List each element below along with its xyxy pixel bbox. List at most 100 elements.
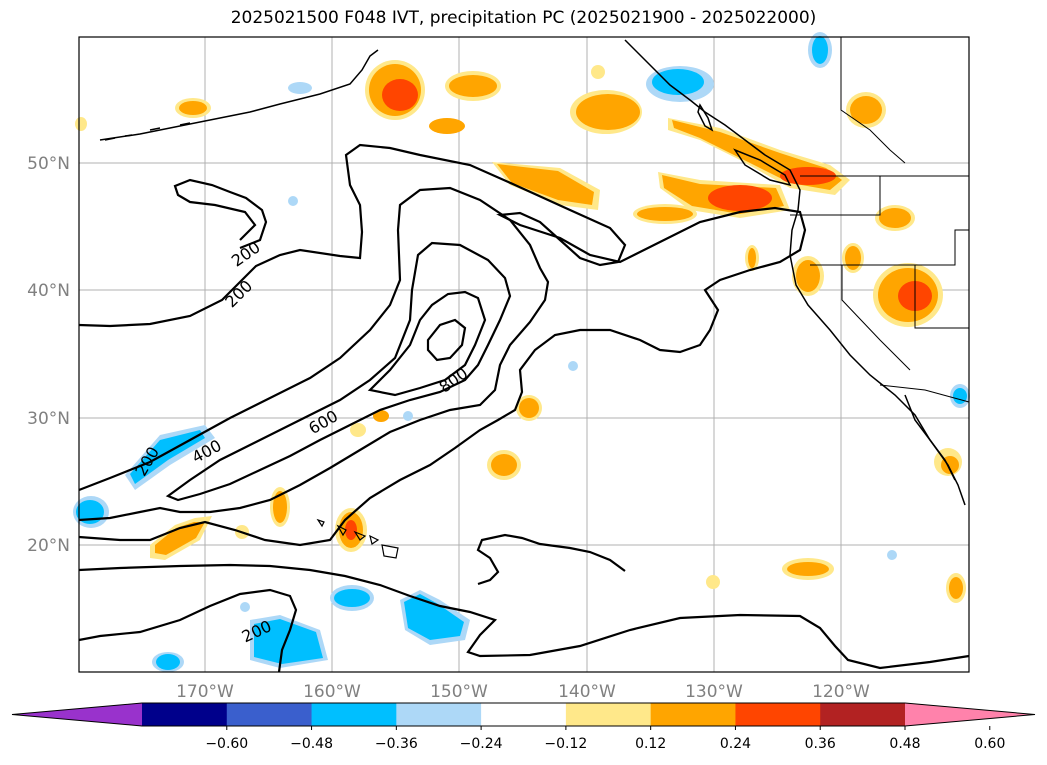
colorbar-outline [11, 702, 1036, 727]
state-border [790, 176, 881, 216]
ivt-contour-200-south [78, 563, 970, 670]
colorbar-segment [226, 703, 313, 726]
precip-anomaly-area [576, 94, 640, 130]
precip-anomaly-area [429, 118, 465, 134]
colorbar-tick-label: −0.36 [375, 736, 418, 752]
alaska-coastline [99, 49, 379, 141]
baja-coastline [904, 394, 956, 481]
haida-gwaii [697, 103, 714, 132]
precip-anomaly-area [404, 594, 464, 640]
precip-anomaly-area [345, 520, 357, 540]
colorbar-tick-label: 0.36 [805, 736, 836, 752]
lon-label: 120°W [812, 682, 870, 702]
lon-label: 160°W [303, 682, 361, 702]
bc-coastline [624, 39, 966, 506]
lat-label: 40°N [27, 281, 70, 301]
political-borders [790, 37, 970, 403]
precip-anomaly-area [254, 619, 323, 664]
colorbar-segments [11, 702, 1036, 727]
island [381, 544, 399, 559]
state-border [914, 265, 969, 329]
ivt-contour-200-north [78, 143, 807, 547]
ivt-contour-800-core [426, 318, 467, 362]
precip-anomaly-area [708, 185, 772, 211]
colorbar-segment [735, 703, 821, 726]
colorbar-segment [820, 703, 906, 726]
precip-negative-areas [73, 32, 970, 672]
precip-anomaly-area [273, 491, 287, 523]
lon-label: 140°W [558, 682, 616, 702]
colorbar-tick-label: −0.60 [205, 736, 248, 752]
precip-anomaly-area [519, 398, 539, 418]
island [353, 530, 367, 541]
longitude-labels: 170°W 160°W 150°W 140°W 130°W 120°W [176, 682, 870, 702]
state-border [841, 265, 911, 371]
colorbar-tick-label: −0.12 [544, 736, 587, 752]
aleutian-islands [104, 122, 191, 141]
precip-anomaly-area [706, 575, 720, 589]
precip-positive-areas [75, 60, 966, 603]
ivt-contours [78, 143, 970, 673]
colorbar-tick-label: −0.24 [460, 736, 503, 752]
precip-anomaly-area [568, 361, 578, 371]
precip-anomaly-area [879, 208, 911, 228]
precip-anomaly-area [497, 164, 594, 205]
colorbar-segment [565, 703, 652, 726]
colorbar-extend-min [12, 703, 142, 726]
island [316, 518, 325, 528]
vancouver-island [733, 148, 792, 187]
ivt-contour-800 [367, 290, 487, 397]
precip-anomaly-area [949, 577, 963, 599]
island [369, 534, 380, 545]
precip-anomaly-area [748, 248, 756, 268]
precip-anomaly-area [288, 82, 312, 94]
precip-anomaly-area [288, 196, 298, 206]
precip-anomaly-area [130, 430, 205, 484]
precip-anomaly-area [382, 79, 418, 111]
colorbar-ticks: −0.60 −0.48 −0.36 −0.24 −0.12 0.12 0.24 0.36 0.4… [205, 726, 1005, 752]
precip-anomaly-area [652, 69, 704, 95]
colorbar-tick-label: 0.12 [635, 736, 666, 752]
mexico-border [879, 384, 970, 403]
ivt-contour-600 [165, 241, 512, 502]
lon-label: 170°W [176, 682, 234, 702]
figure-title: 2025021500 F048 IVT, precipitation PC (2… [230, 8, 817, 28]
precip-anomaly-area [373, 410, 389, 422]
colorbar-tick-label: 0.60 [974, 736, 1005, 752]
colorbar-extend-max [905, 703, 1035, 726]
lat-label: 50°N [27, 154, 70, 174]
precip-anomaly-area [796, 260, 820, 292]
colorbar-segment [396, 703, 482, 726]
latitude-labels: 50°N 40°N 30°N 20°N [27, 154, 70, 556]
precip-anomaly-area [845, 246, 861, 270]
precip-anomaly-area [240, 602, 250, 612]
lon-label: 130°W [685, 682, 743, 702]
colorbar-tick-label: −0.48 [290, 736, 333, 752]
colorbar-segment [481, 703, 567, 726]
precip-anomaly-area [637, 207, 693, 221]
precip-anomaly-area [787, 562, 829, 576]
island [336, 524, 347, 537]
state-border [810, 229, 969, 266]
precip-anomaly-area [75, 117, 87, 131]
hawaiian-islands [316, 518, 399, 559]
lon-label: 150°W [430, 682, 488, 702]
precip-anomaly-area [155, 522, 205, 555]
map-frame [78, 36, 970, 673]
colorbar-segment [142, 703, 228, 726]
precip-anomaly-area [179, 101, 207, 115]
precip-anomaly-area [812, 36, 828, 64]
colorbar: −0.60 −0.48 −0.36 −0.24 −0.12 0.12 0.24 0.36 0.4… [11, 702, 1036, 752]
precip-anomaly-area [491, 454, 517, 476]
ivt-contour-200-east [476, 533, 626, 586]
precip-anomaly-area [334, 589, 370, 607]
colorbar-tick-label: 0.48 [889, 736, 920, 752]
colorbar-segment [650, 703, 736, 726]
precip-anomaly-area [953, 388, 967, 404]
precip-anomaly-area [449, 75, 497, 97]
colorbar-tick-label: 0.24 [720, 736, 751, 752]
precip-anomaly-area [850, 96, 882, 124]
lat-label: 30°N [27, 409, 70, 429]
precip-anomaly-area [887, 550, 897, 560]
